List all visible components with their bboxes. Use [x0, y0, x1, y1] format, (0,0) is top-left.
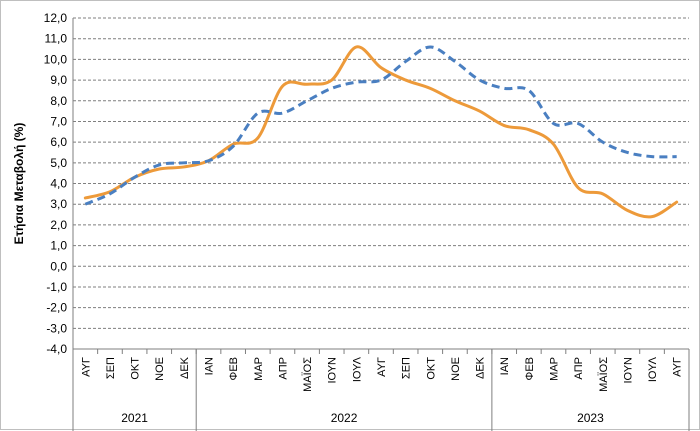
x-tick-label: ΜΑΡ [548, 357, 560, 381]
x-tick-label: ΜΑΪΟΣ [598, 357, 610, 392]
x-tick-label: ΑΠΡ [573, 357, 585, 380]
x-tick-label: ΝΟΕ [450, 357, 462, 381]
x-tick-label: ΙΑΝ [499, 357, 511, 375]
y-tick-label: -4,0 [46, 342, 67, 356]
x-tick-label: ΜΑΪΟΣ [302, 357, 314, 392]
axes [72, 18, 690, 431]
x-tick-label: ΑΠΡ [277, 357, 289, 380]
x-tick-label: ΑΥΓ [672, 357, 684, 377]
x-tick-label: ΜΑΡ [253, 357, 265, 381]
series-lines [83, 45, 679, 219]
year-label: 2022 [331, 411, 358, 425]
x-tick-label: ΙΟΥΝ [327, 357, 339, 384]
x-tick-label: ΣΕΠ [105, 357, 117, 379]
x-tick-label: ΝΟΕ [154, 357, 166, 381]
y-tick-label: 4,0 [50, 177, 67, 191]
year-labels: 2021 2022 2023 [121, 411, 604, 425]
x-tick-label: ΑΥΓ [80, 357, 92, 377]
series-line-dashed [84, 45, 677, 206]
y-tick-label: -2,0 [46, 301, 67, 315]
x-tick-label: ΟΚΤ [425, 357, 437, 380]
x-tick-label: ΣΕΠ [401, 357, 413, 379]
y-tick-label: 6,0 [50, 135, 67, 149]
x-tick-label: ΙΟΥΝ [622, 357, 634, 384]
x-tick-label: ΙΟΥΛ [647, 356, 659, 382]
y-tick-label: 0,0 [50, 259, 67, 273]
year-label: 2021 [121, 411, 148, 425]
x-tick-label: ΙΑΝ [204, 357, 216, 375]
y-tick-label: 7,0 [50, 114, 67, 128]
x-tick-labels: ΑΥΓ ΣΕΠ ΟΚΤ ΝΟΕ ΔΕΚ ΙΑΝ ΦΕΒ ΜΑΡ ΑΠΡ ΜΑΪΟΣ ΙΟΥΝ ΙΟΥΛ… [80, 356, 683, 392]
y-tick-label: -3,0 [46, 321, 67, 335]
y-tick-label: 5,0 [50, 156, 67, 170]
x-tick-label: ΦΕΒ [228, 357, 240, 380]
gridlines [73, 17, 689, 329]
x-tick-label: ΟΚΤ [130, 357, 142, 380]
x-tick-label: ΦΕΒ [524, 357, 536, 380]
y-tick-label: 1,0 [50, 239, 67, 253]
y-tick-label: 11,0 [45, 32, 68, 46]
y-tick-label: 2,0 [50, 218, 67, 232]
y-tick-label: 10,0 [44, 52, 68, 66]
x-tick-label: ΙΟΥΛ [351, 356, 363, 382]
year-label: 2023 [577, 411, 604, 425]
y-tick-label: 12,0 [44, 11, 68, 25]
x-tick-label: ΑΥΓ [376, 357, 388, 377]
y-tick-label: 3,0 [50, 197, 67, 211]
y-axis-label: Ετήσια Μεταβολή (%) [12, 123, 26, 245]
x-tick-label: ΔΕΚ [475, 356, 487, 379]
y-tick-label: 9,0 [50, 73, 67, 87]
y-tick-label: 8,0 [50, 94, 67, 108]
x-tick-label: ΔΕΚ [179, 356, 191, 379]
y-tick-labels: 12,0 11,0 10,0 9,0 8,0 7,0 6,0 5,0 4,0 3,0 2,0 1,0 0… [44, 11, 68, 356]
series-line-solid [83, 45, 679, 219]
y-tick-label: -1,0 [46, 280, 67, 294]
